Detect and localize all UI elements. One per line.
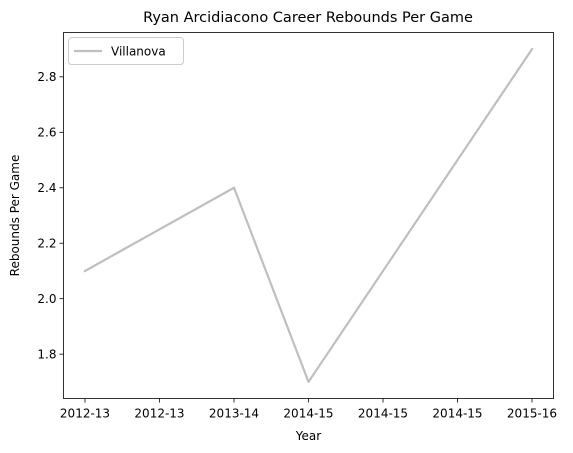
plot-frame [63, 32, 554, 399]
x-tick-label: 2014-15 [358, 407, 408, 421]
y-tick-label: 2.6 [37, 126, 56, 140]
y-tick-label: 2.8 [37, 70, 56, 84]
y-axis-title: Rebounds Per Game [8, 155, 22, 277]
x-axis: 2012-13 2012-13 2013-14 2014-15 2014-15 2014-… [60, 398, 557, 421]
series-layer [83, 47, 534, 383]
y-tick-label: 2.2 [37, 237, 56, 251]
x-tick-label: 2014-15 [283, 407, 333, 421]
y-tick-label: 1.8 [37, 347, 56, 361]
chart-title: Ryan Arcidiacono Career Rebounds Per Gam… [143, 10, 473, 26]
legend: Villanova [68, 37, 184, 65]
x-tick-label: 2013-14 [209, 407, 259, 421]
x-axis-title: Year [295, 429, 321, 443]
x-tick-label: 2014-15 [432, 407, 482, 421]
x-tick-label: 2012-13 [60, 407, 110, 421]
y-tick-label: 2.0 [37, 292, 56, 306]
legend-label-villanova: Villanova [111, 45, 166, 59]
y-tick-label: 2.4 [37, 181, 56, 195]
y-axis: 1.8 2.0 2.2 2.4 2.6 2.8 [37, 70, 64, 361]
legend-box [68, 37, 184, 65]
series-line-villanova [83, 47, 534, 383]
x-tick-label: 2015-16 [507, 407, 557, 421]
x-tick-label: 2012-13 [134, 407, 184, 421]
